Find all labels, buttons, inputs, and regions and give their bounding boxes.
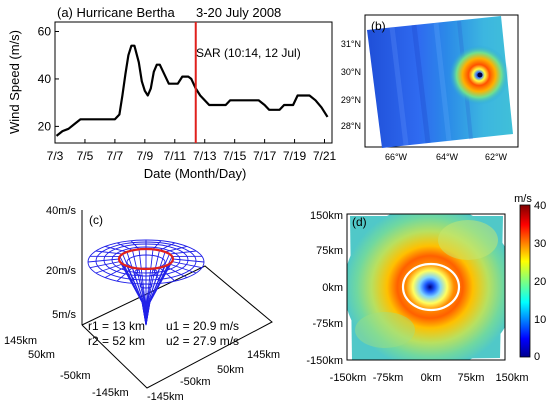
panel-b-axes [364, 14, 519, 148]
y-tick-label: 60 [38, 24, 52, 38]
z-tick-5: 5m/s [52, 309, 76, 321]
lon-tick-62: 62°W [485, 152, 508, 162]
d-y-tick-0: 0km [322, 282, 343, 294]
x-tick-label: 7/9 [136, 149, 153, 163]
d-x-tick-neg150: -150km [330, 372, 367, 384]
d-x-tick-75: 75km [458, 372, 485, 384]
lon-tick-64: 64°W [436, 152, 459, 162]
x-tick-label: 7/21 [313, 149, 337, 163]
d-x-tick-150: 150km [495, 372, 528, 384]
lat-tick-28: 28°N [341, 121, 361, 131]
z-tick-40: 40m/s [46, 205, 76, 217]
panel-c-label: (c) [89, 213, 103, 227]
d-x-tick-0: 0km [421, 372, 442, 384]
panel-a-ylabel: Wind Speed (m/s) [7, 30, 22, 134]
mesh-line [145, 240, 162, 326]
colorbar-tick-30: 30 [534, 238, 546, 250]
u2-annotation: u2 = 27.9 m/s [166, 334, 239, 348]
mesh-line [130, 240, 147, 326]
panel-d-axes [346, 213, 506, 361]
panel-a-label: (a) Hurricane Bertha [57, 5, 176, 20]
x-tick-label: 7/3 [47, 149, 64, 163]
x-tick-50: 50km [28, 349, 55, 361]
d-y-tick-neg150: -150km [306, 355, 343, 367]
radius-of-max-wind-ring [117, 247, 175, 271]
x-tick-label: 7/15 [223, 149, 247, 163]
x-tick-label: 7/17 [253, 149, 277, 163]
lat-tick-30: 30°N [341, 67, 361, 77]
colorbar-tick-40: 40 [534, 200, 546, 212]
mesh-line [116, 242, 147, 326]
d-x-tick-neg75: -75km [373, 372, 404, 384]
x-tick-label: 7/11 [164, 149, 187, 163]
colorbar-unit: m/s [514, 193, 532, 205]
mesh-line [145, 255, 203, 326]
colorbar-tick-10: 10 [534, 314, 546, 326]
r1-annotation: r1 = 13 km [88, 319, 145, 333]
d-y-tick-150: 150km [310, 210, 343, 222]
panel-a-y-ticks: 20 40 60 [38, 24, 59, 133]
panel-d-max-wind-ring [401, 262, 461, 312]
lat-tick-31: 31°N [341, 39, 361, 49]
x-tick-label: 7/5 [77, 149, 94, 163]
x-tick-label: 7/7 [107, 149, 124, 163]
u1-annotation: u1 = 20.9 m/s [166, 319, 239, 333]
panel-d-label: (d) [352, 215, 367, 229]
panel-b-label: (b) [371, 19, 386, 33]
y-tick-145: 145km [247, 349, 280, 361]
colorbar [519, 204, 531, 358]
d-y-tick-75: 75km [316, 245, 343, 257]
panel-c: (c) 40m/s 20m/s 5m/s 145km 50km -50km -1… [4, 205, 280, 403]
panel-d: (d) 150km 75km 0km -75km -150km -150km -… [306, 193, 546, 384]
panel-b: (b) 31°N 30°N 29°N 28°N 66°W 64°W 62°W [341, 14, 519, 162]
wind-speed-series-line [55, 44, 329, 137]
x-tick-label: 7/13 [193, 149, 217, 163]
y-tick-label: 20 [38, 119, 52, 133]
y-tick-neg50: -50km [180, 376, 211, 388]
z-tick-20: 20m/s [46, 265, 76, 277]
d-y-tick-neg75: -75km [312, 318, 343, 330]
lat-tick-29: 29°N [341, 95, 361, 105]
x-tick-label: 7/19 [283, 149, 307, 163]
x-tick-145: 145km [4, 335, 37, 347]
wind-profile-mesh [87, 239, 205, 326]
y-tick-50: 50km [217, 364, 244, 376]
lon-tick-66: 66°W [385, 152, 408, 162]
panel-a-dates: 3-20 July 2008 [196, 5, 281, 20]
panel-c-base-box [81, 265, 273, 389]
x-tick-neg145: -145km [92, 387, 129, 399]
sar-label: SAR (10:14, 12 Jul) [196, 46, 301, 60]
y-tick-neg145: -145km [147, 391, 184, 403]
panel-a-xlabel: Date (Month/Day) [144, 166, 247, 181]
y-tick-label: 40 [38, 72, 52, 86]
colorbar-tick-20: 20 [534, 276, 546, 288]
panel-b-eye [477, 72, 483, 78]
panel-a-x-ticks: 7/3 7/5 7/7 7/9 7/11 7/13 7/15 7/17 7/19 7/21 [47, 139, 337, 163]
colorbar-tick-0: 0 [534, 351, 540, 363]
r2-annotation: r2 = 52 km [88, 334, 145, 348]
panel-a-axes [54, 21, 333, 144]
x-tick-neg50: -50km [60, 370, 91, 382]
